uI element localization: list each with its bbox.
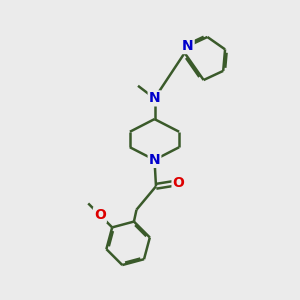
Text: N: N: [149, 92, 160, 105]
Text: O: O: [94, 208, 106, 222]
Text: O: O: [172, 176, 184, 190]
Text: N: N: [149, 153, 160, 167]
Text: N: N: [182, 39, 194, 53]
